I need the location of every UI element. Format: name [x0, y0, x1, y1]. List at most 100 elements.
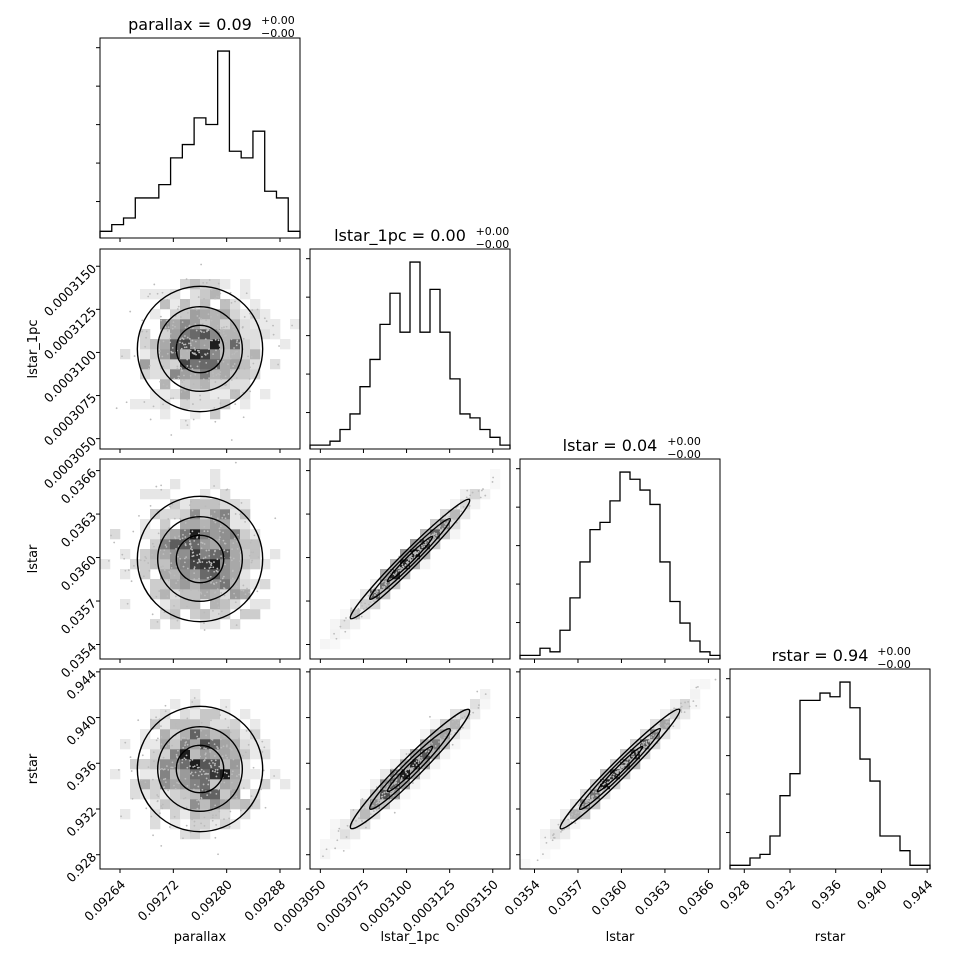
sample-point — [175, 595, 177, 598]
sample-point — [647, 740, 650, 743]
sample-point — [192, 560, 195, 563]
sample-point — [587, 799, 590, 802]
sample-point — [415, 764, 418, 766]
density-cell — [190, 339, 201, 350]
density-cell — [330, 629, 341, 640]
histogram-parallax — [99, 50, 301, 238]
sample-point — [148, 569, 151, 572]
sample-point — [383, 794, 386, 797]
sample-point — [580, 807, 582, 810]
sample-point — [164, 777, 167, 780]
density-cell — [210, 409, 221, 420]
density-cell — [140, 559, 151, 570]
sample-point — [203, 622, 205, 625]
density-cell — [230, 749, 241, 760]
sample-point — [197, 799, 200, 801]
sample-point — [232, 758, 235, 761]
sample-point — [235, 585, 238, 588]
sample-point — [156, 737, 159, 740]
sample-point — [574, 814, 576, 817]
density-cell — [200, 379, 211, 390]
sample-point — [455, 724, 458, 727]
sample-point — [225, 706, 228, 708]
sample-point — [218, 348, 221, 350]
sample-point — [423, 543, 425, 546]
sample-point — [173, 604, 175, 607]
sample-point — [456, 516, 458, 519]
sample-point — [406, 768, 409, 770]
sample-point — [429, 715, 431, 718]
density-cell — [400, 789, 411, 800]
sample-point — [585, 799, 588, 802]
density-cell — [130, 789, 141, 800]
density-cell — [150, 509, 161, 520]
density-cell — [210, 519, 221, 530]
density-cell — [620, 759, 631, 770]
density-cell — [690, 689, 701, 700]
sample-point — [201, 561, 204, 563]
sample-point — [229, 747, 232, 750]
sample-point — [248, 591, 251, 594]
sample-point — [197, 803, 200, 805]
sample-point — [166, 385, 168, 388]
sample-point — [163, 549, 166, 552]
density-cell — [140, 789, 151, 800]
sample-point — [216, 745, 218, 748]
density-cell — [170, 329, 181, 340]
density-cell — [160, 379, 171, 390]
sample-point — [362, 608, 365, 610]
sample-point — [233, 579, 236, 582]
density-cell — [210, 479, 221, 490]
sample-point — [143, 401, 146, 403]
sample-point — [411, 556, 414, 559]
sample-point — [230, 439, 233, 441]
sample-point — [199, 770, 202, 773]
sample-point — [213, 510, 216, 513]
density-cell — [200, 709, 211, 720]
density-cell — [260, 779, 271, 790]
density-cell — [400, 549, 411, 560]
sample-point — [398, 567, 401, 570]
density-cell — [210, 729, 221, 740]
density-cell — [240, 509, 251, 520]
density-cell — [240, 799, 251, 810]
sample-point — [214, 770, 216, 773]
sample-point — [191, 724, 194, 726]
sample-point — [491, 481, 494, 483]
sample-point — [147, 295, 150, 298]
density-cell — [150, 549, 161, 560]
sample-point — [173, 784, 175, 787]
sample-point — [181, 321, 184, 324]
sample-point — [196, 753, 199, 756]
density-cell — [160, 569, 171, 580]
sample-point — [181, 381, 184, 384]
density-cell — [240, 549, 251, 560]
density-cell — [160, 799, 171, 810]
sample-point — [179, 366, 182, 369]
sample-point — [380, 806, 383, 809]
sample-point — [138, 514, 140, 517]
sample-point — [191, 758, 194, 761]
sample-point — [176, 781, 179, 784]
density-cell — [130, 559, 141, 570]
panel-content — [320, 689, 491, 860]
sample-point — [342, 849, 345, 852]
sample-point — [355, 819, 357, 822]
density-cell — [170, 569, 181, 580]
sample-point — [466, 489, 469, 492]
density-cell — [210, 559, 221, 570]
sample-point — [168, 505, 171, 508]
density-cell — [240, 809, 251, 820]
sample-point — [409, 768, 412, 771]
density-cell — [140, 329, 151, 340]
sample-point — [612, 775, 615, 778]
density-cell — [190, 799, 201, 810]
sample-point — [201, 323, 204, 325]
sample-point — [392, 580, 394, 582]
histogram-lstar — [519, 471, 721, 659]
density-cell — [180, 709, 191, 720]
density-cell — [200, 309, 211, 320]
sample-point — [185, 824, 188, 827]
density-cell — [160, 719, 171, 730]
density-cell — [630, 759, 641, 770]
